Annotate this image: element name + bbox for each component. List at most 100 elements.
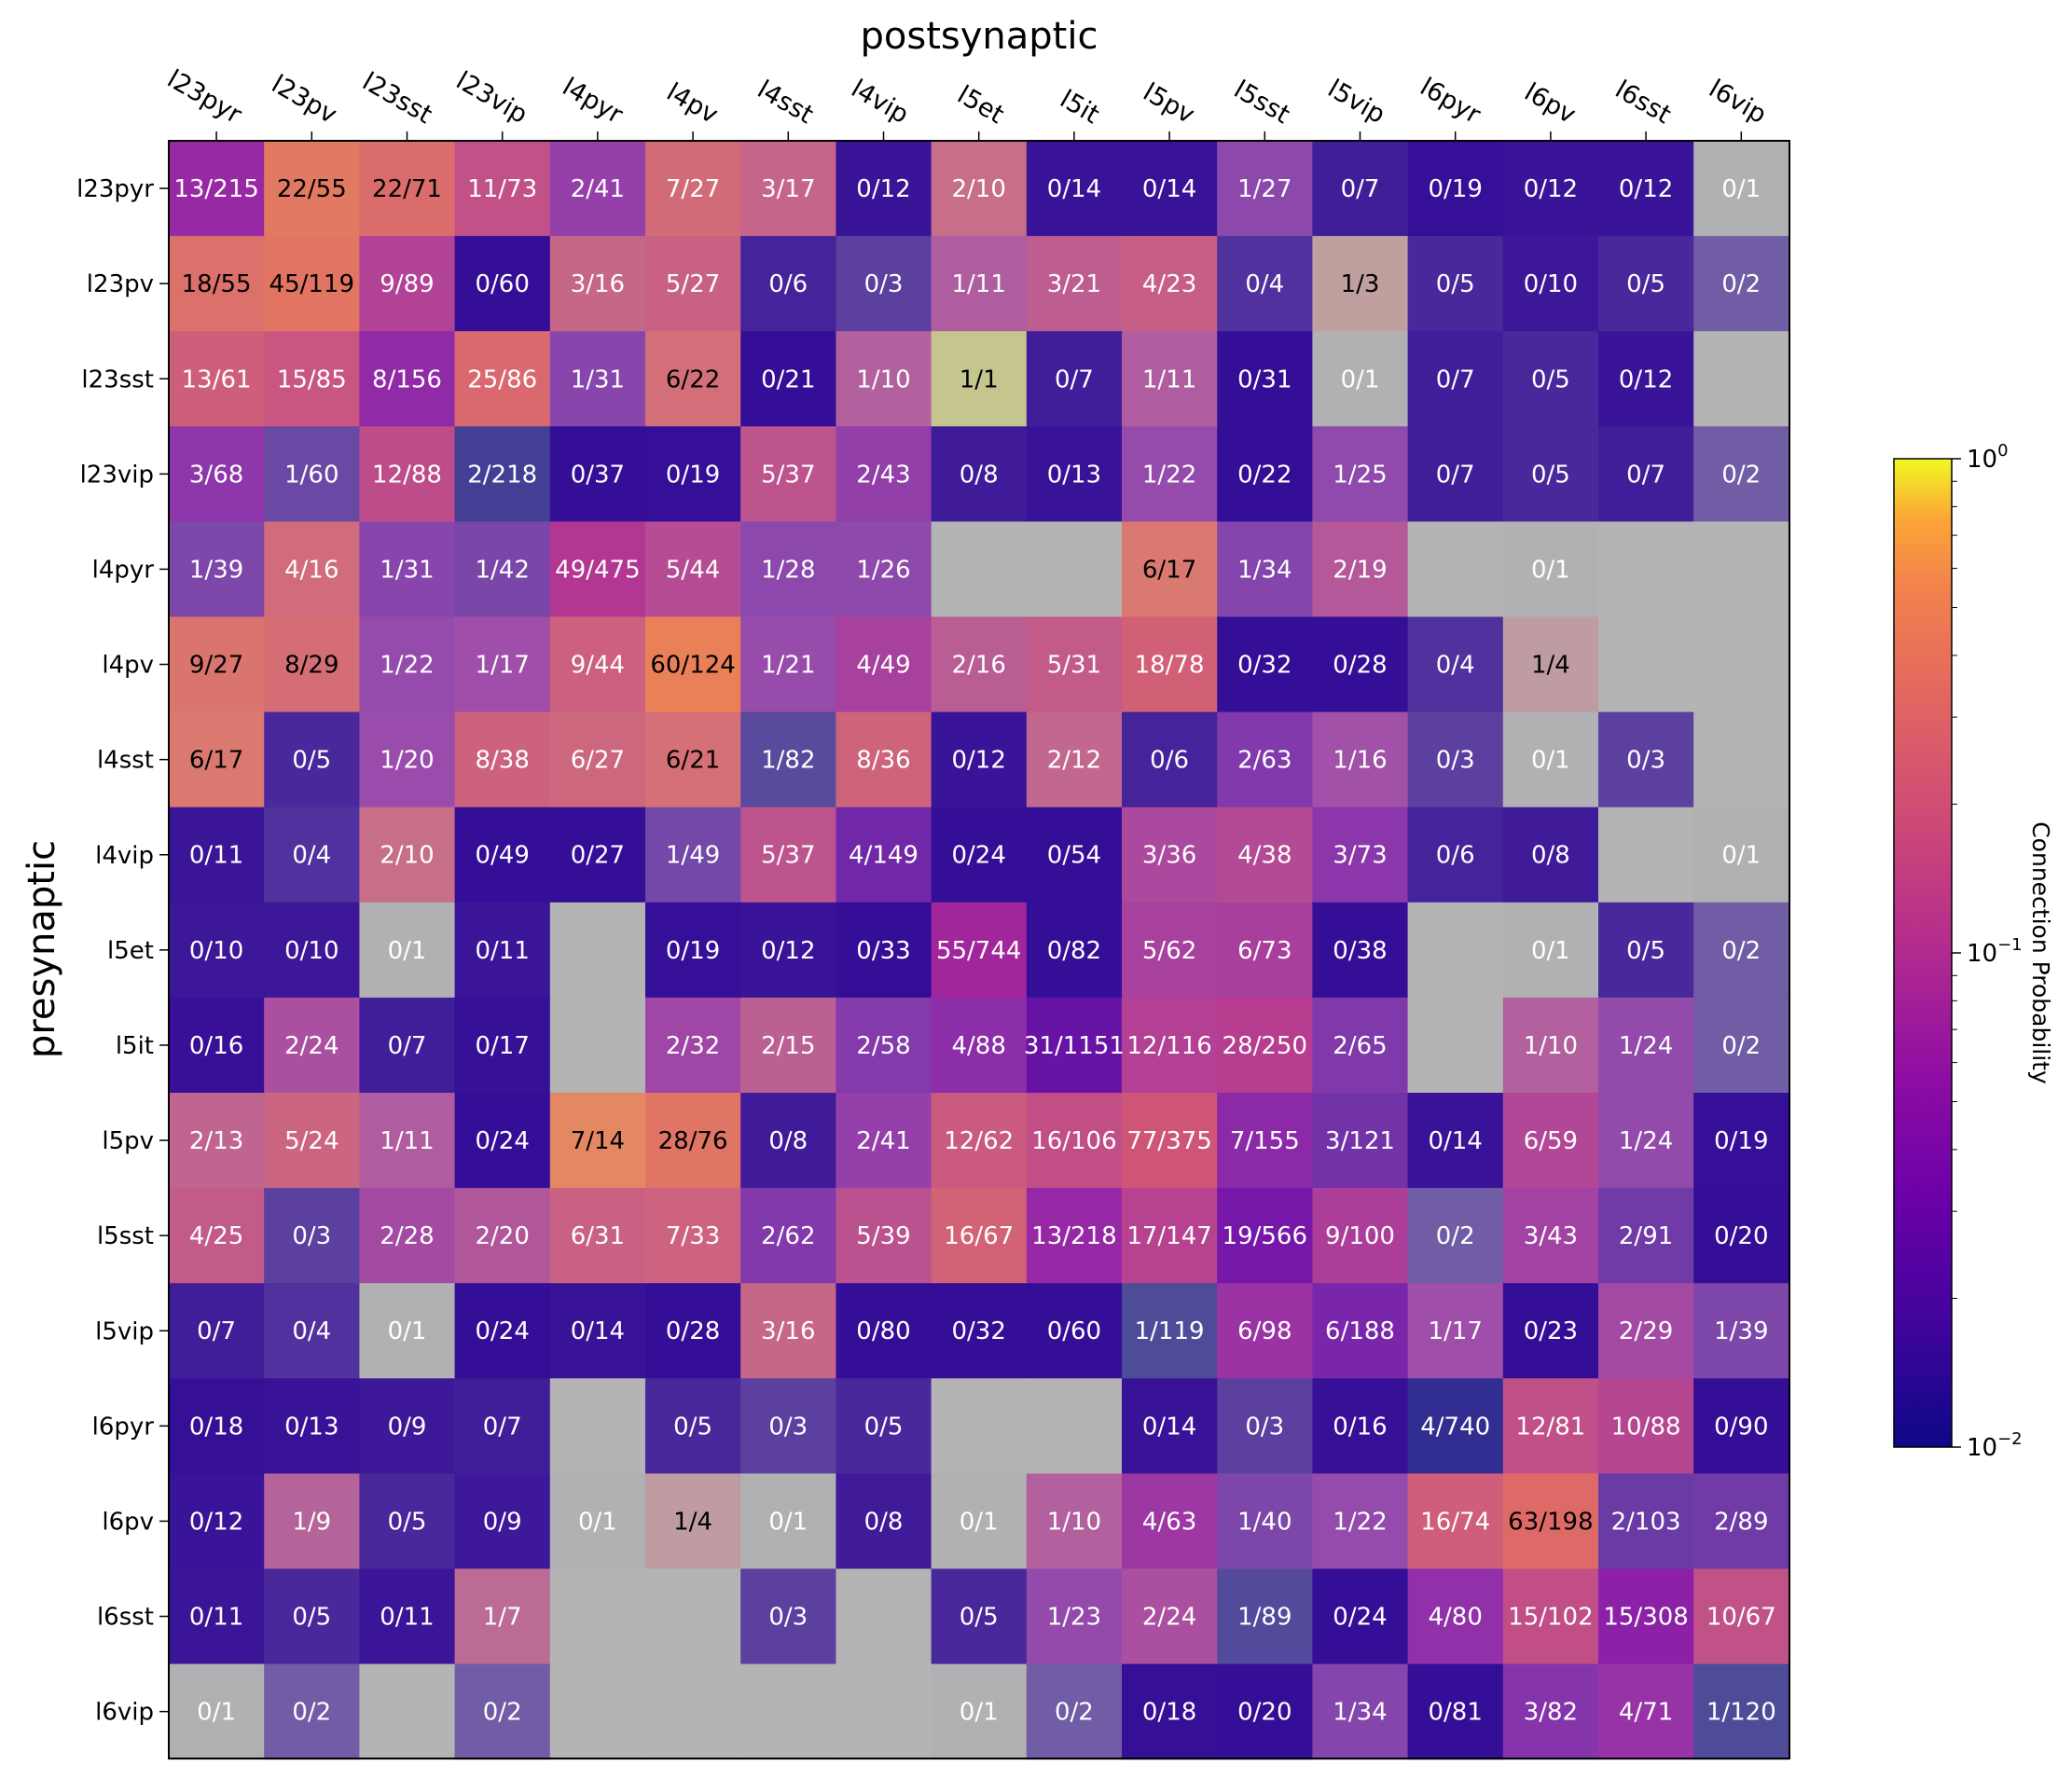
heatmap-cell-label: 8/36 bbox=[856, 747, 910, 775]
heatmap-cell bbox=[1026, 997, 1123, 1094]
heatmap-cell bbox=[645, 997, 741, 1094]
heatmap-cell-label: 10/67 bbox=[1706, 1604, 1776, 1632]
heatmap-cell bbox=[740, 997, 836, 1094]
heatmap-cell-label: 6/59 bbox=[1524, 1127, 1578, 1155]
x-tick-label: l5it bbox=[1055, 85, 1104, 130]
heatmap-cell-label: 1/34 bbox=[1333, 1699, 1387, 1727]
heatmap-cell bbox=[1407, 141, 1504, 237]
heatmap-cell bbox=[169, 1473, 265, 1570]
heatmap-cell-label: 0/19 bbox=[1429, 175, 1483, 203]
heatmap-cell-label: 1/49 bbox=[666, 842, 720, 870]
heatmap-cell bbox=[1407, 1473, 1504, 1570]
heatmap-cell bbox=[836, 711, 932, 808]
heatmap-cell bbox=[169, 807, 265, 903]
heatmap-cell bbox=[1407, 521, 1504, 618]
heatmap-cell bbox=[1026, 1188, 1123, 1284]
heatmap-cell bbox=[645, 521, 741, 618]
heatmap-cell-label: 7/14 bbox=[571, 1127, 625, 1155]
heatmap-cell bbox=[1026, 1473, 1123, 1570]
heatmap-cell-label: 0/32 bbox=[1237, 652, 1292, 680]
heatmap-cell-label: 0/4 bbox=[292, 1317, 331, 1345]
heatmap-cell bbox=[264, 236, 360, 332]
heatmap-cell bbox=[264, 521, 360, 618]
heatmap-cell-label: 17/147 bbox=[1126, 1222, 1211, 1250]
heatmap-cell bbox=[836, 1188, 932, 1284]
heatmap-cell bbox=[836, 997, 932, 1094]
heatmap-cell bbox=[1217, 1188, 1313, 1284]
y-tick-label: l5sst bbox=[97, 1222, 154, 1250]
heatmap-cell-label: 0/12 bbox=[1619, 175, 1673, 203]
heatmap-cell bbox=[1598, 1473, 1694, 1570]
heatmap-cell-label: 0/2 bbox=[483, 1699, 522, 1727]
heatmap-cell bbox=[359, 1093, 456, 1189]
heatmap-cell bbox=[1598, 616, 1694, 713]
heatmap-cell bbox=[1312, 426, 1409, 522]
heatmap-cell bbox=[264, 1093, 360, 1189]
colorbar-tick-label: 10−2 bbox=[1967, 1429, 2023, 1462]
heatmap-cell bbox=[1122, 521, 1218, 618]
heatmap-cell bbox=[1217, 1473, 1313, 1570]
heatmap-cell bbox=[1407, 1663, 1504, 1760]
heatmap-cell-label: 13/61 bbox=[182, 365, 252, 393]
heatmap-cell bbox=[1217, 1663, 1313, 1760]
heatmap-cell-label: 0/37 bbox=[571, 461, 625, 489]
heatmap-cell bbox=[1312, 141, 1409, 237]
heatmap-cell bbox=[1217, 331, 1313, 427]
heatmap-cell-label: 28/76 bbox=[658, 1127, 728, 1155]
heatmap-cell bbox=[169, 1188, 265, 1284]
heatmap-cell bbox=[931, 1568, 1028, 1665]
heatmap-cell bbox=[740, 711, 836, 808]
heatmap-cell bbox=[454, 711, 551, 808]
heatmap-cell-label: 2/13 bbox=[189, 1127, 243, 1155]
heatmap-cell-label: 4/80 bbox=[1429, 1604, 1483, 1632]
heatmap-cell bbox=[1598, 1378, 1694, 1474]
heatmap-cell bbox=[931, 141, 1028, 237]
heatmap-cell-label: 0/12 bbox=[952, 747, 1006, 775]
heatmap-cell bbox=[1407, 1188, 1504, 1284]
heatmap-cell-label: 0/3 bbox=[1245, 1413, 1284, 1441]
heatmap-cell-label: 9/27 bbox=[189, 652, 243, 680]
heatmap-cell-label: 0/24 bbox=[476, 1317, 530, 1345]
heatmap-cell-label: 0/8 bbox=[1531, 842, 1570, 870]
heatmap-cell-label: 1/31 bbox=[380, 556, 434, 584]
heatmap-cell-label: 0/33 bbox=[856, 937, 910, 965]
heatmap-cell bbox=[549, 236, 646, 332]
heatmap-cell-label: 60/124 bbox=[650, 652, 735, 680]
heatmap-cell-label: 4/25 bbox=[189, 1222, 243, 1250]
heatmap-cell bbox=[740, 331, 836, 427]
heatmap-cell bbox=[1502, 331, 1599, 427]
heatmap-cell-label: 0/7 bbox=[388, 1032, 427, 1060]
heatmap-cell-label: 0/7 bbox=[1055, 365, 1094, 393]
heatmap-cell-label: 16/74 bbox=[1420, 1508, 1490, 1536]
heatmap-cell-label: 0/11 bbox=[476, 937, 530, 965]
heatmap-cell-label: 5/39 bbox=[856, 1222, 910, 1250]
x-tick-label: l23pv bbox=[267, 70, 341, 130]
heatmap-cell-label: 2/20 bbox=[476, 1222, 530, 1250]
heatmap-cell bbox=[264, 1188, 360, 1284]
heatmap-cell bbox=[549, 807, 646, 903]
heatmap-cell bbox=[836, 1663, 932, 1760]
heatmap-cell-label: 0/5 bbox=[292, 1604, 331, 1632]
heatmap-cell-label: 1/4 bbox=[673, 1508, 712, 1536]
heatmap-cell-label: 2/89 bbox=[1714, 1508, 1768, 1536]
heatmap-cell bbox=[454, 521, 551, 618]
heatmap-cell-label: 22/71 bbox=[372, 175, 442, 203]
heatmap-cell-label: 45/119 bbox=[269, 270, 354, 298]
heatmap-cell bbox=[1502, 236, 1599, 332]
heatmap-cell bbox=[169, 1568, 265, 1665]
heatmap-cell-label: 6/22 bbox=[666, 365, 720, 393]
heatmap-cell bbox=[1217, 711, 1313, 808]
heatmap-cell bbox=[1502, 1378, 1599, 1474]
heatmap-cell bbox=[740, 1283, 836, 1379]
heatmap-cell-label: 1/27 bbox=[1237, 175, 1292, 203]
heatmap-cell-label: 15/308 bbox=[1603, 1604, 1688, 1632]
heatmap-cell bbox=[1217, 1093, 1313, 1189]
heatmap-cell-label: 0/5 bbox=[1626, 270, 1665, 298]
heatmap-cell bbox=[645, 1283, 741, 1379]
heatmap-cell-label: 0/4 bbox=[292, 842, 331, 870]
heatmap-cell-label: 0/11 bbox=[189, 1604, 243, 1632]
heatmap-cell-label: 0/5 bbox=[960, 1604, 999, 1632]
heatmap-cell-label: 0/27 bbox=[571, 842, 625, 870]
heatmap-cell-label: 9/89 bbox=[380, 270, 434, 298]
heatmap-cell bbox=[1217, 426, 1313, 522]
